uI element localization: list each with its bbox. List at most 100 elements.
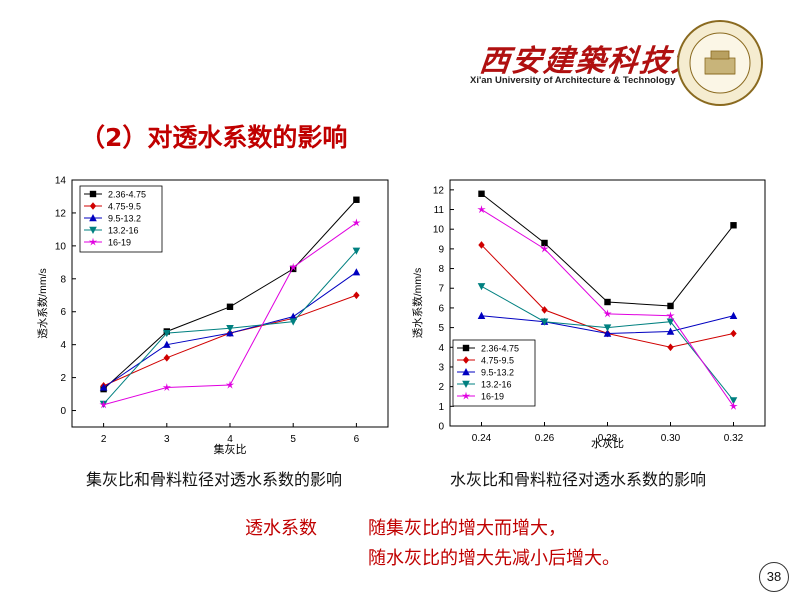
legend-marker <box>89 214 97 222</box>
legend-label: 13.2-16 <box>108 226 139 236</box>
slide-title: （2）对透水系数的影响 <box>80 123 348 152</box>
y-tick-label: 6 <box>438 303 444 314</box>
data-point <box>603 329 612 337</box>
y-tick-label: 7 <box>438 284 444 295</box>
x-tick-label: 5 <box>290 434 296 445</box>
legend-marker <box>462 380 470 388</box>
legend-marker <box>88 237 98 246</box>
page-number: 38 <box>759 562 789 592</box>
y-tick-label: 3 <box>438 362 444 373</box>
y-tick-label: 12 <box>433 185 445 196</box>
y-tick-label: 11 <box>434 205 445 216</box>
y-tick-label: 14 <box>55 176 67 187</box>
series-9.5-13.2 <box>99 268 361 391</box>
university-logo: 西安建築科技大學 Xi'an University of Architectur… <box>470 18 790 108</box>
y-tick-label: 1 <box>438 402 444 413</box>
legend: 2.36-4.75 4.75-9.5 9.5-13.2 13.2-16 16-19 <box>452 339 536 407</box>
legend-label: 9.5-13.2 <box>108 214 141 224</box>
x-tick-label: 0.32 <box>724 433 744 444</box>
data-point <box>667 302 674 310</box>
legend-label: 4.75-9.5 <box>481 356 514 366</box>
data-point <box>99 383 108 391</box>
x-tick-label: 6 <box>354 434 360 445</box>
data-point <box>225 380 235 389</box>
legend-marker <box>89 226 97 234</box>
y-tick-label: 4 <box>438 343 444 354</box>
data-point <box>352 247 361 255</box>
legend-label: 16-19 <box>481 392 504 402</box>
y-tick-label: 8 <box>60 274 66 285</box>
x-axis-label: 水灰比 <box>591 436 624 450</box>
data-point <box>99 400 108 409</box>
conclusion-label: 透水系数 <box>245 518 317 539</box>
data-point <box>603 324 612 332</box>
chart-2-caption: 水灰比和骨料粒径对透水系数的影响 <box>450 470 707 489</box>
data-point <box>730 222 737 229</box>
data-point <box>729 311 738 319</box>
x-axis-label: 集灰比 <box>214 442 247 456</box>
data-point <box>163 329 171 338</box>
data-point <box>477 311 486 319</box>
legend-marker <box>89 190 97 198</box>
data-point <box>289 318 297 326</box>
series-9.5-13.2 <box>477 311 738 337</box>
data-point <box>477 283 486 291</box>
legend: 2.36-4.75 4.75-9.5 9.5-13.2 13.2-16 16-19 <box>79 185 163 253</box>
data-point <box>477 205 486 214</box>
data-point <box>163 340 171 348</box>
y-tick-label: 0 <box>438 422 444 433</box>
y-axis-label: 透水系数/mm/s <box>411 268 424 339</box>
data-point <box>226 329 234 337</box>
data-point <box>289 262 298 271</box>
university-seal-icon <box>677 20 763 106</box>
data-point <box>289 312 297 320</box>
x-tick-label: 2 <box>101 434 107 445</box>
data-point <box>667 343 674 352</box>
y-axis-label: 透水系数/mm/s <box>36 268 49 339</box>
legend-label: 13.2-16 <box>481 380 512 390</box>
chart-water-cement-ratio: 0 1 2 3 4 5 6 7 8 9 10 11 12 0.24 0.26 0.28 0.30 0.32 水灰比透… <box>405 170 785 460</box>
data-point <box>352 218 361 227</box>
data-point <box>352 268 361 276</box>
y-tick-label: 6 <box>60 307 66 318</box>
data-point <box>730 329 737 338</box>
legend-label: 16-19 <box>108 238 131 248</box>
series-line <box>481 193 734 307</box>
data-point <box>666 327 675 335</box>
chart-1-caption: 集灰比和骨料粒径对透水系数的影响 <box>86 470 343 489</box>
x-tick-label: 0.24 <box>472 433 492 444</box>
legend-marker <box>89 202 97 210</box>
data-point <box>729 397 738 405</box>
data-point <box>729 401 738 410</box>
x-tick-label: 4 <box>227 434 233 445</box>
y-tick-label: 10 <box>55 241 67 252</box>
data-point <box>540 318 549 326</box>
legend-label: 2.36-4.75 <box>481 344 519 354</box>
chart-1-svg: 0 2 4 6 8 10 12 14 2 3 4 5 6 集灰比 透水系数/mm/s 2.36-4.75 4.7… <box>36 176 389 456</box>
data-point <box>163 354 170 362</box>
y-tick-label: 2 <box>60 373 66 384</box>
data-point <box>226 303 234 310</box>
y-tick-label: 12 <box>55 208 67 219</box>
y-tick-label: 5 <box>438 323 444 334</box>
data-point <box>666 311 675 320</box>
chart-aggregate-cement-ratio: 0 2 4 6 8 10 12 14 2 3 4 5 6 集灰比 透水系数/mm/s 2.36-4.75 4.7… <box>30 170 400 460</box>
y-tick-label: 2 <box>438 382 444 393</box>
conclusion-line-2: 随水灰比的增大先减小后增大。 <box>368 548 620 569</box>
data-point <box>226 325 234 333</box>
data-point <box>478 190 485 197</box>
legend-label: 4.75-9.5 <box>108 202 141 212</box>
series-2.36-4.75 <box>478 190 737 310</box>
data-point <box>603 309 612 318</box>
y-tick-label: 0 <box>60 406 66 417</box>
data-point <box>604 298 611 306</box>
y-tick-label: 9 <box>438 244 444 255</box>
legend-label: 2.36-4.75 <box>108 190 146 200</box>
series-13.2-16 <box>99 247 361 408</box>
data-point <box>540 244 549 253</box>
x-tick-label: 0.30 <box>661 433 681 444</box>
data-point <box>541 306 548 314</box>
y-tick-label: 10 <box>433 225 445 236</box>
y-tick-label: 4 <box>60 340 66 351</box>
